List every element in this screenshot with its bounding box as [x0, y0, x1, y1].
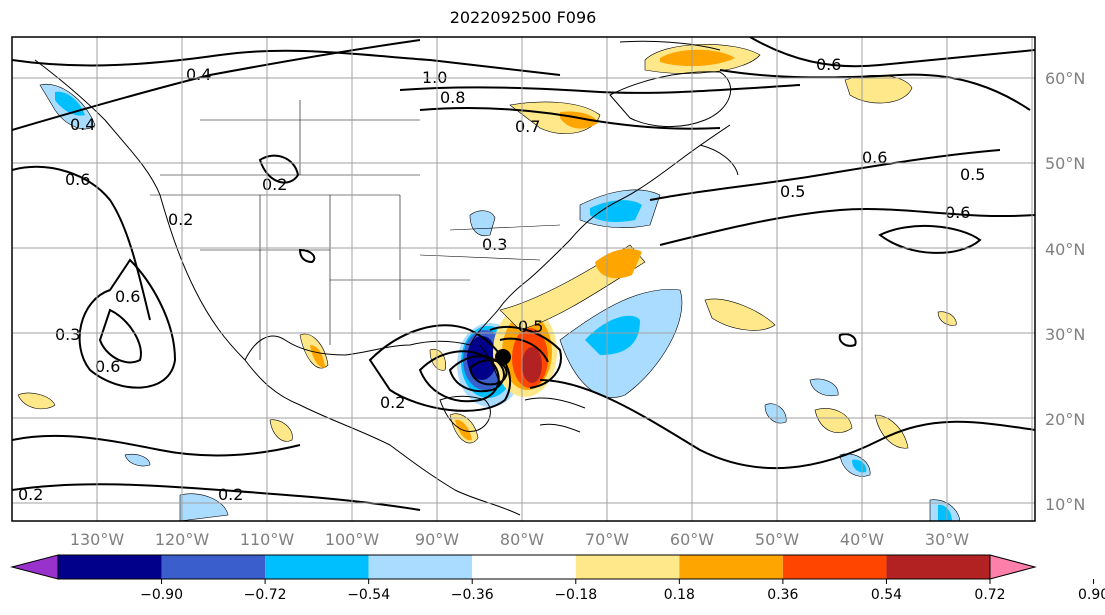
gridlines [12, 37, 1035, 521]
lon-label: 70°W [585, 530, 629, 549]
colorbar-segment [58, 555, 162, 579]
colorbar-segment [575, 555, 680, 579]
contour-label: 0.6 [95, 357, 120, 376]
lon-label: 90°W [415, 530, 459, 549]
lat-label: 10°N [1045, 495, 1085, 514]
contour-label: 0.2 [380, 393, 405, 412]
contour-label: 0.5 [518, 317, 543, 336]
contour-label: 0.3 [55, 325, 80, 344]
colorbar-segment [679, 555, 783, 579]
colorbar-tick-label: −0.18 [554, 587, 597, 603]
contour-label: 0.2 [18, 485, 43, 504]
latitude-labels: 60°N 50°N 40°N 30°N 20°N 10°N [1045, 69, 1085, 514]
contour-label: 0.6 [65, 170, 90, 189]
colorbar-tick-label: −0.36 [451, 587, 494, 603]
contour-labels: 0.4 1.0 0.8 0.7 0.6 0.6 0.5 0.5 0.6 0.2 … [18, 55, 985, 504]
lon-label: 60°W [670, 530, 714, 549]
lat-label: 60°N [1045, 69, 1085, 88]
colorbar-tick-label: −0.72 [244, 587, 287, 603]
contour-label: 0.6 [115, 287, 140, 306]
lon-label: 130°W [70, 530, 125, 549]
contour-lines [12, 37, 1035, 511]
colorbar-segment [265, 555, 369, 579]
colorbar-segment [886, 555, 990, 579]
contour-label: 0.8 [440, 88, 465, 107]
colorbar-tick-label: −0.90 [140, 587, 183, 603]
colorbar-segment [782, 555, 887, 579]
contour-label: 0.6 [862, 148, 887, 167]
contour-label: 0.5 [780, 182, 805, 201]
colorbar-segment [368, 555, 473, 579]
colorbar-tick-label: 0.72 [974, 587, 1005, 603]
colorbar-segment [161, 555, 266, 579]
lon-label: 80°W [500, 530, 544, 549]
map-frame [11, 36, 1036, 522]
colorbar-segment [472, 555, 576, 579]
contour-label: 0.6 [816, 55, 841, 74]
contour-label: 0.2 [168, 210, 193, 229]
lat-label: 40°N [1045, 240, 1085, 259]
colorbar-tick-label: 0.18 [664, 587, 695, 603]
colorbar: −0.90 −0.72 −0.54 −0.36 −0.18 0.18 0.36 0.54 0.7… [10, 554, 1105, 603]
contour-label: 0.3 [482, 235, 507, 254]
colorbar-outline [57, 554, 991, 580]
lon-label: 30°W [925, 530, 969, 549]
lon-label: 110°W [240, 530, 295, 549]
lon-label: 50°W [755, 530, 799, 549]
longitude-labels: 130°W 120°W 110°W 100°W 90°W 80°W 70°W 6… [70, 530, 969, 549]
lat-label: 20°N [1045, 410, 1085, 429]
colorbar-tick-label: 0.54 [871, 587, 902, 603]
contour-label: 0.7 [515, 117, 540, 136]
colorbar-tick-label: −0.54 [347, 587, 390, 603]
contour-label: 0.4 [186, 65, 211, 84]
lon-label: 40°W [840, 530, 884, 549]
colorbar-extend-high [989, 554, 1037, 580]
colorbar-tick-label: 0.90 [1078, 587, 1105, 603]
contour-label: 0.2 [262, 175, 287, 194]
contour-label: 0.2 [218, 485, 243, 504]
lon-label: 120°W [155, 530, 210, 549]
contour-label: 0.4 [70, 115, 95, 134]
lat-label: 30°N [1045, 325, 1085, 344]
map-title: 2022092500 F096 [449, 8, 597, 27]
lat-label: 50°N [1045, 154, 1085, 173]
contour-label: 0.5 [960, 165, 985, 184]
colorbar-tick-label: 0.36 [767, 587, 798, 603]
contour-label: 0.6 [945, 203, 970, 222]
colorbar-extend-low [10, 554, 59, 580]
lon-label: 100°W [325, 530, 380, 549]
